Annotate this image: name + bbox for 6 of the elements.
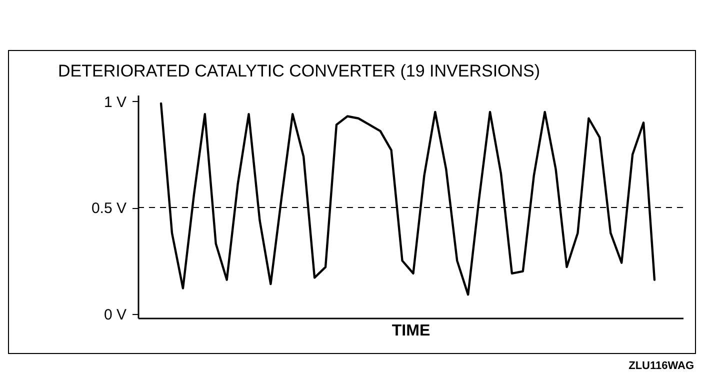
y-tick-label: 1 V xyxy=(104,94,126,111)
x-axis-title: TIME xyxy=(392,322,430,340)
y-tick-label: 0 V xyxy=(104,306,126,324)
text: ZLU116WAG xyxy=(628,360,694,372)
chart-title: DETERIORATED CATALYTIC CONVERTER (19 INVERSIONS) xyxy=(58,61,540,80)
y-tick-label: 0.5 V xyxy=(91,200,126,218)
